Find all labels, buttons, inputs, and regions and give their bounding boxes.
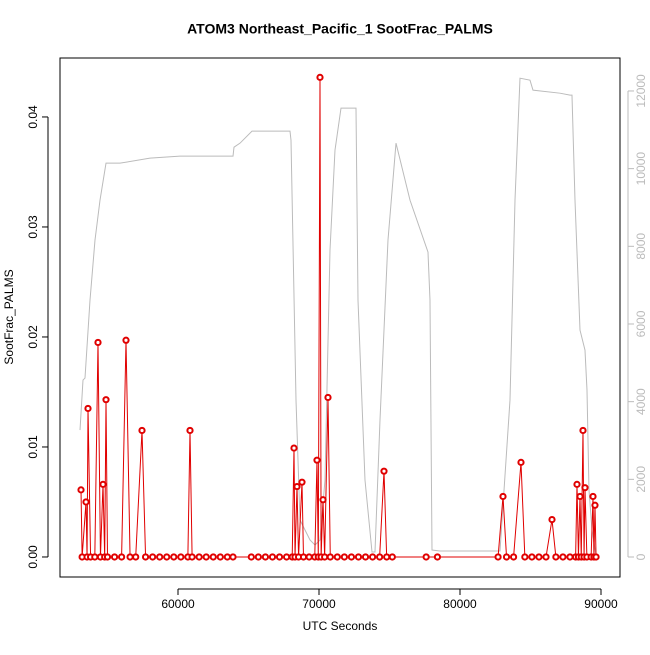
data-point: [94, 338, 102, 347]
x-tick-label: 90000: [584, 597, 618, 611]
data-point: [326, 553, 334, 561]
data-point: [188, 553, 196, 561]
data-point: [368, 553, 377, 561]
data-point: [521, 553, 529, 561]
chart-title: ATOM3 Northeast_Pacific_1 SootFrac_PALMS: [187, 21, 493, 37]
data-point: [340, 553, 348, 561]
data-point: [319, 496, 327, 504]
data-point: [354, 553, 363, 561]
data-point: [509, 553, 518, 561]
y-tick-label: 0.04: [26, 105, 40, 129]
data-point: [517, 458, 525, 466]
y2-tick-label: 8000: [634, 233, 648, 260]
data-point: [82, 498, 90, 506]
data-point: [282, 553, 291, 561]
data-point: [324, 393, 332, 402]
data-point: [321, 553, 329, 561]
data-point: [102, 396, 110, 404]
data-point: [156, 553, 164, 561]
data-point: [118, 553, 126, 561]
data-point: [290, 444, 298, 452]
x-axis-title: UTC Seconds: [303, 619, 378, 633]
data-point: [103, 553, 112, 561]
data-point: [91, 553, 99, 561]
data-point: [376, 553, 384, 561]
data-point: [305, 553, 313, 561]
data-point: [502, 553, 511, 561]
y2-tick-label: 4000: [634, 388, 648, 415]
data-point: [247, 553, 255, 561]
data-point: [573, 480, 581, 488]
data-point: [84, 404, 92, 413]
series-line: [79, 77, 597, 556]
data-point: [149, 553, 157, 561]
x-tick-label: 70000: [302, 597, 336, 611]
data-point: [559, 553, 567, 561]
data-point: [548, 515, 556, 524]
data-point: [216, 553, 224, 561]
data-point: [132, 553, 140, 561]
data-point: [229, 553, 237, 561]
data-point: [186, 426, 194, 435]
y2-tick-label: 6000: [634, 310, 648, 337]
data-point: [138, 426, 146, 435]
data-point: [433, 553, 442, 561]
data-point: [347, 553, 356, 561]
data-point: [333, 553, 341, 561]
data-point: [254, 553, 262, 561]
data-point: [499, 492, 507, 501]
data-point: [177, 553, 185, 561]
data-point: [591, 501, 599, 509]
data-point: [361, 553, 370, 561]
data-point: [299, 553, 308, 561]
data-point: [316, 73, 324, 81]
data-point: [422, 553, 430, 561]
y-tick-label: 0.02: [26, 325, 40, 349]
data-point: [380, 467, 388, 475]
y-axis-title: SootFrac_PALMS: [2, 269, 16, 364]
data-point: [223, 553, 231, 561]
data-point: [589, 492, 597, 501]
y2-tick-label: 10000: [634, 152, 648, 186]
data-point: [261, 553, 270, 561]
data-point: [566, 553, 574, 561]
data-point: [494, 553, 502, 561]
plot-frame: [59, 57, 621, 578]
data-point: [293, 482, 301, 491]
data-point: [126, 553, 134, 561]
data-point: [209, 553, 217, 561]
y-tick-label: 0.00: [26, 545, 40, 569]
y2-tick-label: 2000: [634, 466, 648, 493]
data-point: [275, 553, 284, 561]
data-point: [542, 553, 550, 561]
y2-tick-label: 0: [634, 553, 648, 560]
data-point: [313, 456, 321, 464]
data-point: [592, 553, 600, 561]
data-point: [298, 478, 306, 486]
data-point: [77, 486, 85, 494]
y-tick-label: 0.03: [26, 215, 40, 239]
data-point: [141, 553, 150, 561]
x-tick-label: 80000: [443, 597, 477, 611]
data-point: [202, 553, 210, 561]
data-point: [383, 553, 391, 561]
data-point: [122, 336, 130, 344]
data-point: [576, 492, 584, 501]
data-point: [579, 426, 587, 435]
data-point: [195, 553, 203, 561]
data-point: [268, 553, 277, 561]
data-point: [110, 553, 119, 561]
data-point: [535, 553, 543, 561]
data-point: [581, 484, 589, 492]
data-point: [170, 553, 178, 561]
data-point: [99, 480, 107, 488]
x-tick-label: 60000: [161, 597, 195, 611]
y2-tick-label: 12000: [634, 74, 648, 108]
y-tick-label: 0.01: [26, 435, 40, 459]
data-point: [388, 553, 396, 561]
data-point: [528, 553, 536, 561]
data-point: [552, 553, 560, 561]
data-point: [163, 553, 171, 561]
